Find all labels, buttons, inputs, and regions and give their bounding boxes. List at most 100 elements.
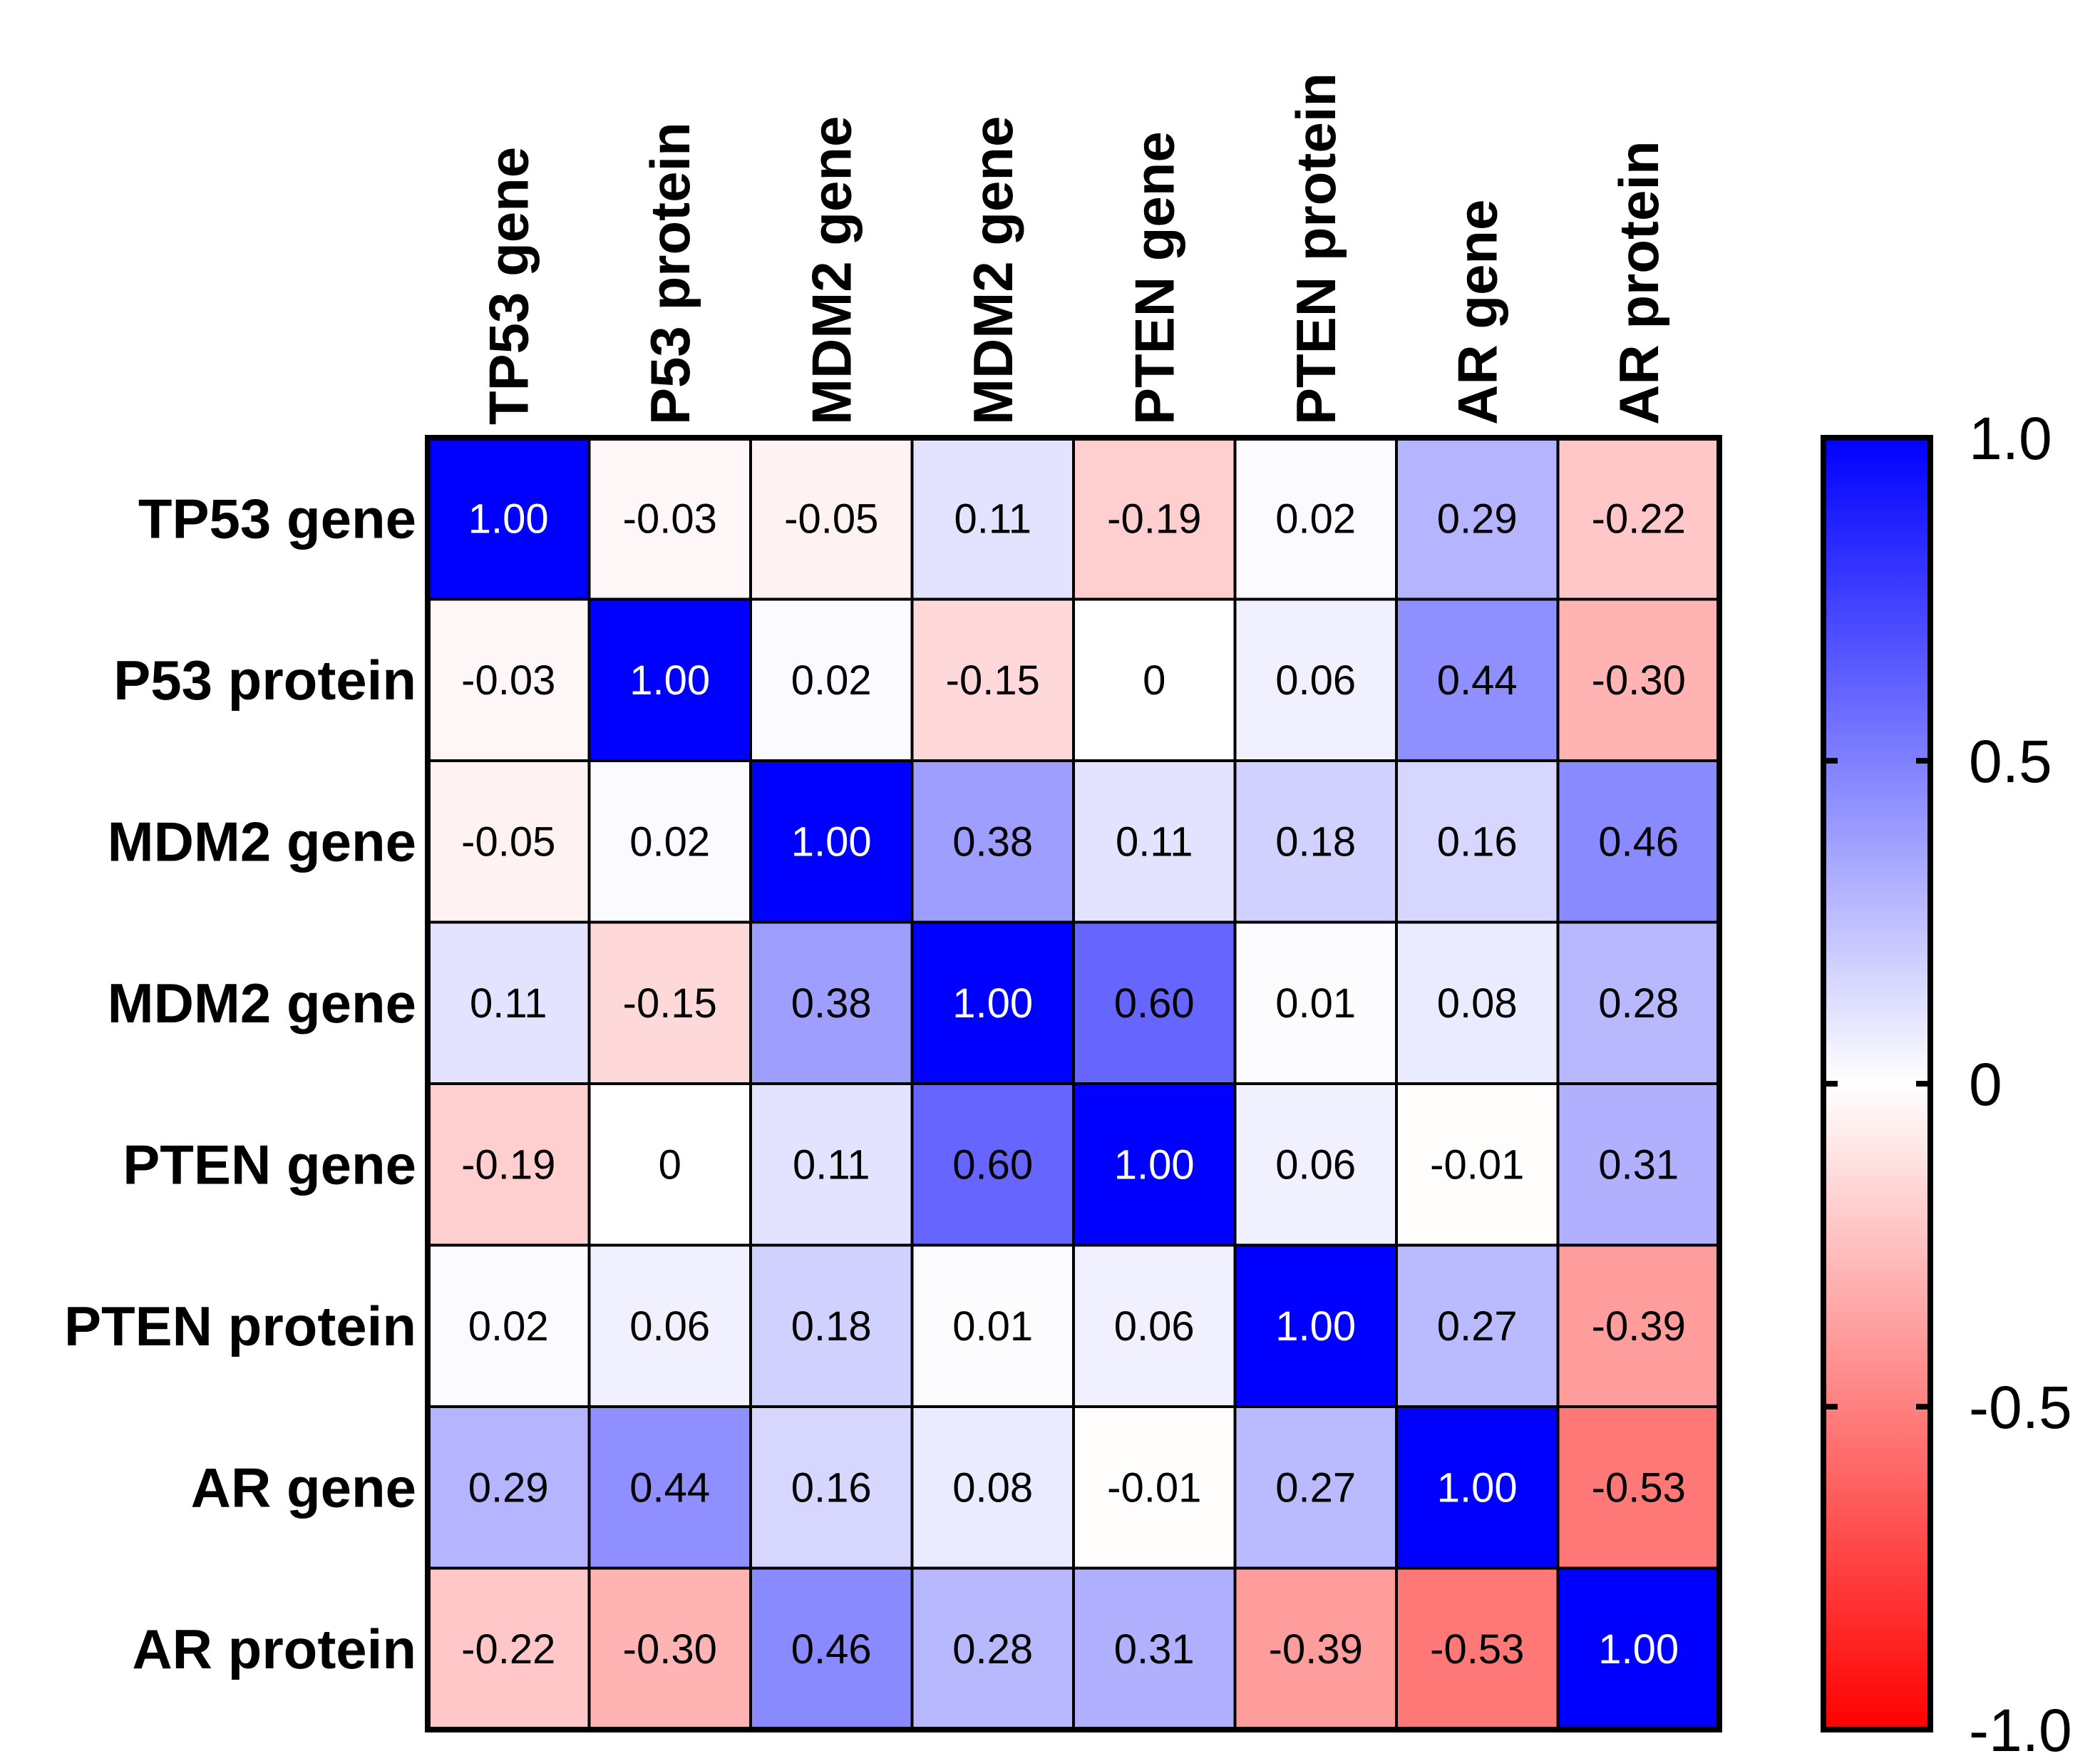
column-label: MDM2 gene (800, 116, 863, 425)
heatmap-cell (1072, 920, 1237, 1085)
heatmap-cell (749, 1243, 914, 1408)
cell-value-label: 1.00 (1275, 1303, 1356, 1350)
cell-value-label: 0.02 (791, 657, 872, 704)
column-label: PTEN protein (1285, 73, 1347, 425)
cell-value-label: 0.28 (1598, 980, 1679, 1027)
row-label: MDM2 gene (108, 972, 416, 1034)
heatmap-cell (1556, 1566, 1721, 1731)
cell-value-label: 0 (1143, 657, 1165, 704)
cell-value-label: 1.00 (1437, 1464, 1518, 1511)
heatmap-cell (587, 597, 752, 762)
heatmap-cell (910, 1082, 1075, 1247)
heatmap-cell (1556, 597, 1721, 762)
row-label: AR gene (191, 1456, 416, 1519)
heatmap-cell (910, 920, 1075, 1085)
cell-value-label: 0 (659, 1141, 681, 1188)
cell-value-label: 0.18 (791, 1303, 872, 1350)
cell-value-label: 0.29 (468, 1464, 549, 1511)
cell-value-label: 0.46 (791, 1626, 872, 1673)
row-label: MDM2 gene (108, 810, 416, 873)
cell-value-label: 0.06 (1275, 657, 1356, 704)
cell-value-label: -0.22 (1592, 496, 1686, 542)
heatmap-cell (1233, 1243, 1398, 1408)
row-labels: TP53 gene P53 protein MDM2 gene MDM2 gene PT… (64, 487, 416, 1680)
column-label: TP53 gene (477, 147, 540, 425)
cell-value-label: 0.60 (1114, 980, 1195, 1027)
cell-value-label: -0.03 (461, 657, 555, 704)
cell-value-label: -0.19 (1107, 496, 1201, 542)
colorbar-gradient (1821, 435, 1933, 1732)
heatmap-cell (749, 759, 914, 924)
heatmap-cell (1233, 436, 1398, 601)
cell-value-label: 0.31 (1114, 1626, 1195, 1673)
cell-value-label: 0.27 (1437, 1303, 1518, 1350)
colorbar: 1.0 0.5 0 -0.5 -1.0 (1821, 405, 2072, 1761)
heatmap-cell (587, 1405, 752, 1570)
cell-value-label: 0.08 (952, 1464, 1033, 1511)
heatmap-cell (749, 920, 914, 1085)
cell-value-label: 0.27 (1275, 1464, 1356, 1511)
heatmap-cell (426, 1405, 591, 1570)
cell-value-label: 0.11 (954, 496, 1031, 542)
heatmap-cell (1556, 1243, 1721, 1408)
colorbar-tick-label: -1.0 (1969, 1697, 2072, 1761)
cell-value-label: 0.29 (1437, 496, 1518, 542)
cell-value-label: 0.16 (791, 1464, 872, 1511)
column-label: AR gene (1446, 200, 1508, 425)
cell-value-label: -0.05 (461, 818, 555, 865)
cell-value-label: -0.22 (461, 1626, 555, 1673)
heatmap-cell (1072, 1405, 1237, 1570)
column-label: P53 protein (639, 122, 701, 425)
colorbar-tick-label: 0.5 (1969, 728, 2052, 795)
cell-value-label: -0.30 (623, 1626, 717, 1673)
heatmap-cell (1233, 1405, 1398, 1570)
heatmap-cell (1556, 1405, 1721, 1570)
heatmap-cell (1233, 759, 1398, 924)
cell-value-label: 0.06 (1275, 1141, 1356, 1188)
heatmap-cell (587, 1243, 752, 1408)
heatmap-cell (1556, 1082, 1721, 1247)
row-label: P53 protein (113, 649, 416, 712)
heatmap-cell (426, 436, 591, 601)
cell-value-label: -0.19 (461, 1141, 555, 1188)
heatmap-cell (1395, 759, 1560, 924)
cell-value-label: 0.01 (952, 1303, 1033, 1350)
heatmap-cell (910, 759, 1075, 924)
cell-value-label: 0.02 (1275, 496, 1356, 542)
row-label: AR protein (132, 1618, 416, 1680)
heatmap-cell (1556, 436, 1721, 601)
cell-value-label: -0.15 (623, 980, 717, 1027)
cell-value-label: -0.30 (1592, 657, 1686, 704)
column-labels: TP53 gene P53 protein MDM2 gene MDM2 gene PT… (477, 73, 1670, 425)
cell-value-label: -0.53 (1592, 1464, 1686, 1511)
cell-value-label: 0.60 (952, 1141, 1033, 1188)
cell-value-label: -0.01 (1107, 1464, 1201, 1511)
heatmap-cell (1072, 1243, 1237, 1408)
row-label: PTEN protein (64, 1295, 416, 1357)
heatmap-cell (1072, 1082, 1237, 1247)
cell-value-label: -0.39 (1269, 1626, 1363, 1673)
cell-value-label: 0.31 (1598, 1141, 1679, 1188)
heatmap-cell (749, 1566, 914, 1731)
heatmap-cell (910, 597, 1075, 762)
heatmap-cell (1395, 1243, 1560, 1408)
cell-value-label: 1.00 (629, 657, 710, 704)
colorbar-tick-label: 1.0 (1969, 405, 2052, 472)
cell-value-label: 0.46 (1598, 818, 1679, 865)
cell-value-label: 0.18 (1275, 818, 1356, 865)
cell-value-label: 0.08 (1437, 980, 1518, 1027)
heatmap-cell (749, 1405, 914, 1570)
heatmap-cells: 1.00 -0.03 -0.05 0.11 -0.19 0.02 0.29 -0.22 -0.0… (426, 436, 1721, 1731)
cell-value-label: 1.00 (1114, 1141, 1195, 1188)
cell-value-label: 0.16 (1437, 818, 1518, 865)
heatmap-cell (426, 920, 591, 1085)
heatmap-cell (1395, 920, 1560, 1085)
cell-value-label: 0.06 (1114, 1303, 1195, 1350)
cell-value-label: 0.02 (629, 818, 710, 865)
cell-value-label: 1.00 (1598, 1626, 1679, 1673)
cell-value-label: 0.38 (952, 818, 1033, 865)
column-label: PTEN gene (1123, 131, 1185, 425)
column-label: MDM2 gene (962, 116, 1024, 425)
cell-value-label: 0.28 (952, 1626, 1033, 1673)
cell-value-label: 0.01 (1275, 980, 1356, 1027)
